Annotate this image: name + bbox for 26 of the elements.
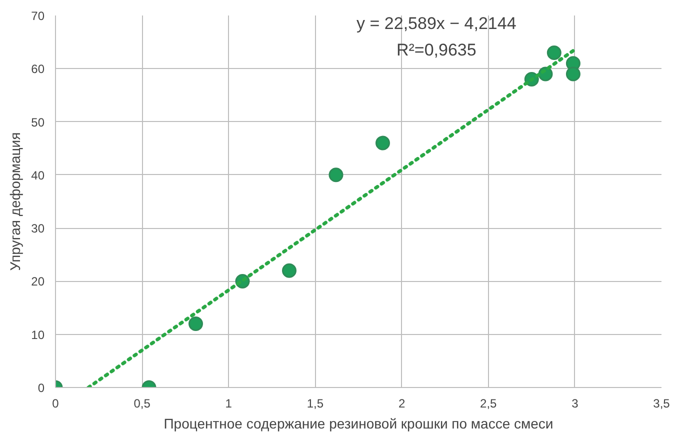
y-tick-label: 30	[31, 222, 45, 236]
y-tick-label: 70	[31, 9, 45, 23]
x-tick-label: 1,5	[306, 396, 324, 410]
point	[375, 136, 390, 150]
y-tick-label: 60	[31, 62, 45, 76]
x-tick-label: 2	[398, 396, 406, 410]
y-axis-title: Упругая деформация	[7, 132, 24, 271]
x-axis-title: Процентное содержание резиновой крошки по массе смеси	[164, 416, 554, 432]
y-tick-label: 0	[38, 381, 45, 395]
x-tick-label: 3	[572, 396, 579, 410]
x-tick-label: 3,5	[653, 396, 670, 410]
x-tick-label: 0,5	[134, 396, 151, 410]
y-tick-label: 10	[31, 328, 45, 342]
point	[566, 66, 580, 82]
y-tick-label: 50	[31, 115, 45, 130]
point	[328, 168, 344, 182]
y-tick-label: 20	[31, 274, 45, 289]
point	[282, 263, 296, 278]
annotation: R²=0,9635	[396, 40, 476, 60]
annotation: y = 22,589x − 4,2144	[356, 14, 516, 33]
x-tick-label: 0	[52, 396, 60, 410]
point	[546, 45, 562, 60]
x-tick-label: 2,5	[480, 396, 498, 410]
y-tick-label: 40	[31, 168, 45, 182]
x-tick-label: 1	[225, 396, 232, 410]
point	[188, 316, 203, 331]
